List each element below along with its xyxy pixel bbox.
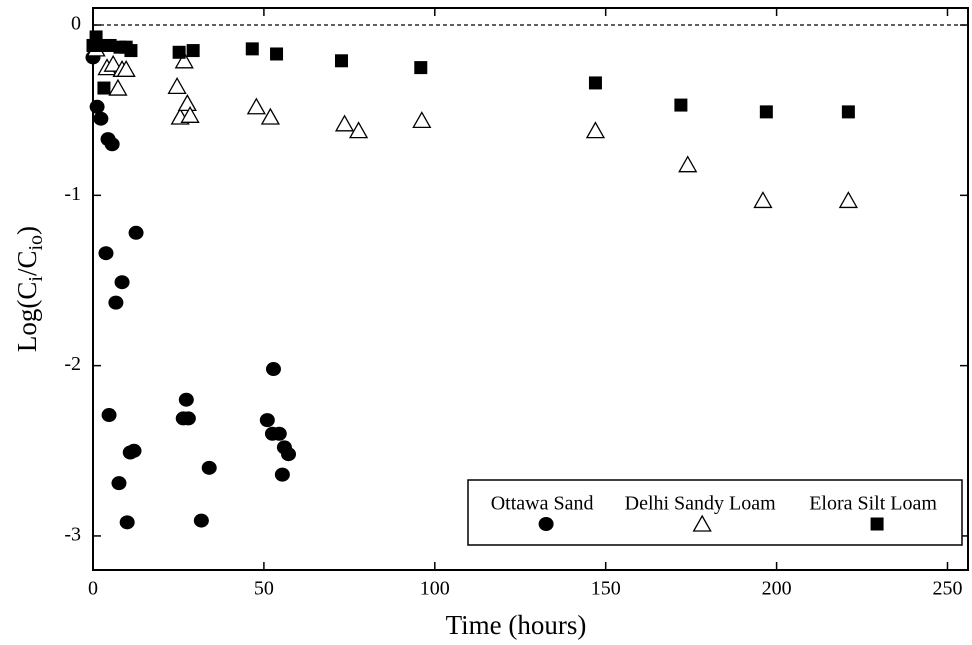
- x-axis-label: Time (hours): [446, 610, 587, 640]
- legend-label: Delhi Sandy Loam: [625, 493, 777, 515]
- point: [334, 54, 348, 68]
- point: [588, 76, 602, 90]
- point: [103, 38, 117, 52]
- x-tick-label: 100: [420, 578, 450, 600]
- point: [167, 77, 187, 94]
- point: [334, 114, 355, 132]
- point: [172, 45, 186, 59]
- legend-marker: [538, 517, 554, 531]
- point: [101, 408, 117, 423]
- point: [678, 155, 698, 173]
- point: [259, 413, 275, 428]
- point: [412, 111, 432, 129]
- point: [89, 99, 105, 114]
- point: [753, 191, 773, 209]
- point: [174, 51, 194, 69]
- x-tick-label: 0: [88, 578, 98, 600]
- point: [246, 97, 266, 115]
- point: [108, 295, 124, 310]
- x-tick-label: 250: [932, 578, 962, 600]
- y-label-sub: i: [25, 276, 47, 282]
- x-tick-label: 50: [254, 578, 274, 600]
- point: [104, 137, 120, 152]
- point: [245, 42, 259, 56]
- y-label-part: ): [12, 226, 42, 235]
- y-tick-label: -1: [64, 183, 81, 205]
- point: [838, 191, 858, 209]
- point: [281, 447, 297, 462]
- point: [128, 225, 144, 240]
- y-axis-label: Log(Ci/Cio): [12, 226, 46, 352]
- point: [114, 275, 130, 290]
- legend-marker: [870, 517, 884, 531]
- point: [271, 426, 287, 441]
- y-tick-label: -2: [64, 353, 81, 375]
- legend-label: Ottawa Sand: [491, 493, 594, 515]
- point: [585, 121, 606, 139]
- point: [348, 121, 369, 139]
- point: [180, 105, 200, 123]
- point: [186, 44, 200, 58]
- point: [97, 81, 111, 95]
- point: [274, 467, 290, 482]
- point: [759, 105, 773, 119]
- point: [177, 94, 197, 112]
- point: [270, 47, 284, 61]
- point: [201, 460, 217, 475]
- legend-marker: [692, 514, 712, 532]
- point: [93, 111, 109, 126]
- point: [108, 78, 128, 96]
- x-tick-label: 200: [762, 578, 792, 600]
- point: [260, 107, 281, 125]
- point: [414, 61, 428, 75]
- point: [103, 54, 123, 72]
- y-tick-label: 0: [71, 13, 81, 35]
- point: [124, 44, 138, 58]
- point: [119, 515, 135, 530]
- y-label-part: Log(C: [12, 282, 42, 353]
- point: [841, 105, 855, 119]
- point: [98, 246, 114, 261]
- point: [178, 392, 194, 407]
- legend-label: Elora Silt Loam: [809, 493, 937, 515]
- point: [91, 38, 105, 52]
- point: [126, 443, 142, 458]
- y-tick-label: -3: [64, 524, 81, 546]
- point: [265, 362, 281, 377]
- plot-frame: [92, 7, 969, 571]
- point: [674, 98, 688, 112]
- point: [180, 411, 196, 426]
- x-tick-label: 150: [591, 578, 621, 600]
- point: [111, 476, 127, 491]
- y-label-part: /C: [12, 250, 42, 276]
- legend-box: [467, 479, 963, 546]
- y-label-sub: io: [25, 235, 47, 251]
- point: [116, 59, 136, 77]
- point: [193, 513, 209, 528]
